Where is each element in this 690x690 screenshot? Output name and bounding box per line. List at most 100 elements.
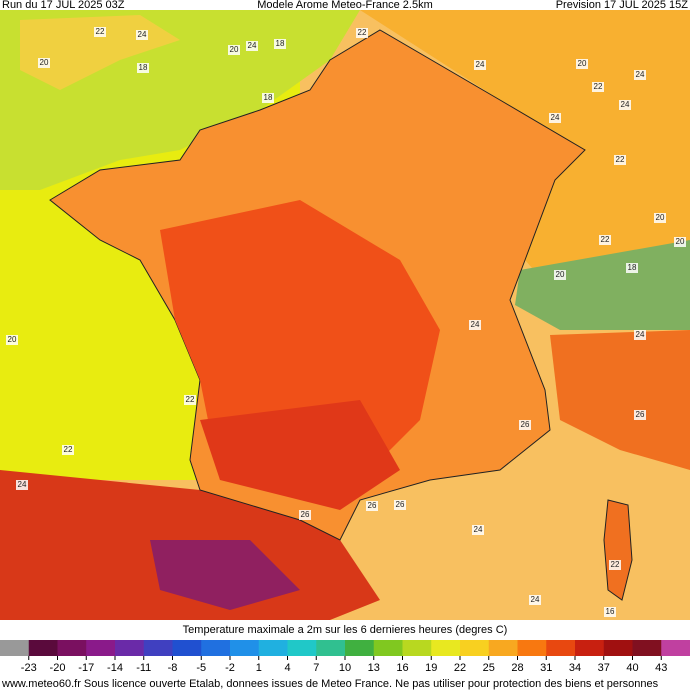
contour-label: 22 bbox=[64, 445, 73, 454]
contour-label: 22 bbox=[601, 235, 610, 244]
colorbar-swatch bbox=[546, 640, 576, 656]
italy bbox=[550, 330, 690, 470]
contour-label-box bbox=[554, 270, 566, 280]
south-west-hot bbox=[200, 400, 400, 510]
contour-label-box bbox=[472, 525, 484, 535]
contour-label-box bbox=[634, 410, 646, 420]
colorbar-tick-label: 10 bbox=[339, 662, 351, 674]
contour-label-box bbox=[549, 113, 561, 123]
contour-label: 22 bbox=[611, 560, 620, 569]
header-right: Prevision 17 JUL 2025 15Z bbox=[556, 0, 689, 11]
colorbar-swatch bbox=[373, 640, 403, 656]
colorbar: -23 -20 -17 -14 -11 -8 -5 -2 1 4 7 10 13 16 19 22 25 28 31… bbox=[0, 640, 690, 674]
colorbar-swatch bbox=[86, 640, 116, 656]
contour-label: 20 bbox=[230, 45, 239, 54]
contour-label-box bbox=[529, 595, 541, 605]
colorbar-tick-label: -14 bbox=[107, 662, 123, 674]
colorbar-tick-label: 37 bbox=[598, 662, 610, 674]
colorbar-swatch bbox=[258, 640, 288, 656]
legend-title: Temperature maximale a 2m sur les 6 dern… bbox=[183, 624, 508, 636]
contour-label: 22 bbox=[594, 82, 603, 91]
colorbar-tick-label: 34 bbox=[569, 662, 581, 674]
colorbar-tick-label: 13 bbox=[368, 662, 380, 674]
france-hot bbox=[160, 200, 440, 480]
colorbar-tick-label: 7 bbox=[313, 662, 319, 674]
contour-label-box bbox=[299, 510, 311, 520]
corsica bbox=[603, 499, 633, 601]
colorbar-swatch bbox=[28, 640, 58, 656]
contour-label: 20 bbox=[40, 58, 49, 67]
colorbar-swatch bbox=[287, 640, 317, 656]
colorbar-tick-label: -17 bbox=[78, 662, 94, 674]
contour-label: 24 bbox=[621, 100, 630, 109]
contour-label-box bbox=[474, 60, 486, 70]
alps bbox=[515, 240, 690, 330]
colorbar-swatch bbox=[460, 640, 490, 656]
contour-label: 16 bbox=[606, 607, 615, 616]
contour-label-box bbox=[136, 30, 148, 40]
contour-label: 26 bbox=[636, 410, 645, 419]
colorbar-tick-label: 40 bbox=[626, 662, 638, 674]
contour-label: 24 bbox=[636, 330, 645, 339]
contour-label-box bbox=[6, 335, 18, 345]
map bbox=[0, 10, 690, 620]
contour-label: 24 bbox=[18, 480, 27, 489]
contour-label: 24 bbox=[636, 70, 645, 79]
contour-label-box bbox=[184, 395, 196, 405]
colorbar-swatch bbox=[115, 640, 145, 656]
contour-label-box bbox=[609, 560, 621, 570]
contour-label: 24 bbox=[471, 320, 480, 329]
header-center: Modele Arome Meteo-France 2.5km bbox=[257, 0, 432, 11]
contour-label-box bbox=[356, 28, 368, 38]
contour-label-box bbox=[654, 213, 666, 223]
colorbar-swatch bbox=[488, 640, 518, 656]
colorbar-swatch bbox=[0, 640, 30, 656]
contour-label: 24 bbox=[476, 60, 485, 69]
spain-hot bbox=[150, 540, 300, 610]
contour-label: 26 bbox=[301, 510, 310, 519]
colorbar-tick-label: 28 bbox=[511, 662, 523, 674]
contour-label-box bbox=[614, 155, 626, 165]
contour-label: 24 bbox=[248, 41, 257, 50]
contour-label: 26 bbox=[521, 420, 530, 429]
colorbar-swatch bbox=[201, 640, 231, 656]
contour-label: 20 bbox=[8, 335, 17, 344]
colorbar-tick-label: 16 bbox=[396, 662, 408, 674]
contour-label: 20 bbox=[578, 59, 587, 68]
contour-label: 22 bbox=[616, 155, 625, 164]
contour-label: 20 bbox=[556, 270, 565, 279]
colorbar-swatch bbox=[345, 640, 375, 656]
contour-label-box bbox=[592, 82, 604, 92]
contour-label-box bbox=[62, 445, 74, 455]
colorbar-swatch bbox=[575, 640, 605, 656]
colorbar-tick-label: -5 bbox=[196, 662, 206, 674]
contour-label: 18 bbox=[139, 63, 148, 72]
contour-label-box bbox=[394, 500, 406, 510]
colorbar-tick-label: -2 bbox=[225, 662, 235, 674]
header-bar bbox=[0, 0, 690, 10]
contour-label: 22 bbox=[96, 27, 105, 36]
contour-label: 26 bbox=[368, 501, 377, 510]
contour-label: 18 bbox=[264, 93, 273, 102]
colorbar-tick-label: 19 bbox=[425, 662, 437, 674]
contour-label-box bbox=[634, 70, 646, 80]
colorbar-tick-label: 4 bbox=[284, 662, 290, 674]
contour-label-box bbox=[228, 45, 240, 55]
colorbar-tick-label: -20 bbox=[50, 662, 66, 674]
contour-label: 24 bbox=[531, 595, 540, 604]
colorbar-tick-label: -23 bbox=[21, 662, 37, 674]
contour-label: 24 bbox=[138, 30, 147, 39]
contour-label-box bbox=[94, 27, 106, 37]
colorbar-swatch bbox=[661, 640, 690, 656]
footer: www.meteo60.fr Sous licence ouverte Etal… bbox=[1, 678, 659, 690]
contour-label-box bbox=[634, 330, 646, 340]
colorbar-tick-label: -8 bbox=[168, 662, 178, 674]
contour-label: 18 bbox=[628, 263, 637, 272]
contour-label-box bbox=[604, 607, 616, 617]
contour-label-box bbox=[366, 501, 378, 511]
contour-label-box bbox=[599, 235, 611, 245]
contour-label-box bbox=[262, 93, 274, 103]
contour-label-box bbox=[274, 39, 286, 49]
contour-label-box bbox=[38, 58, 50, 68]
